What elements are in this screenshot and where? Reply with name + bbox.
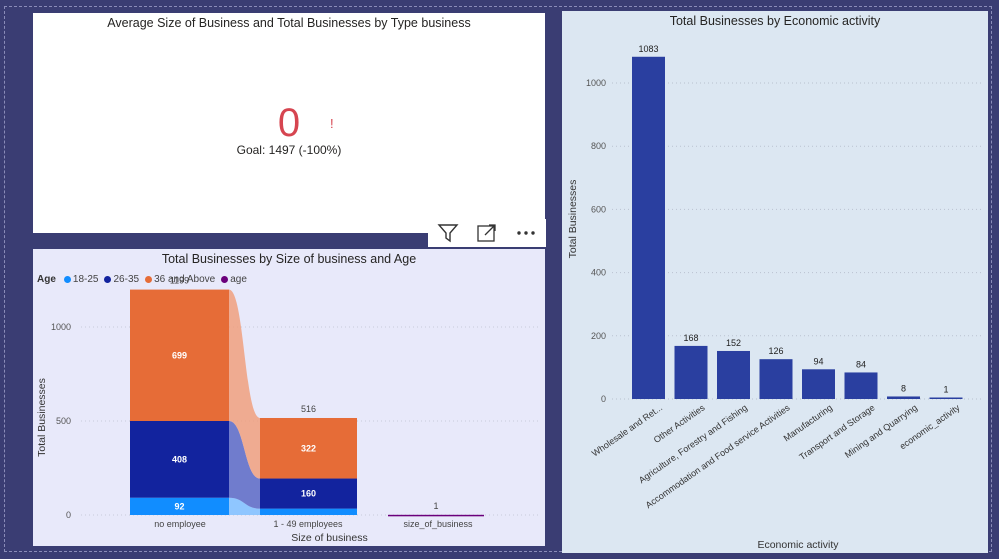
data-label: 126 [768, 346, 783, 356]
legend-dot [145, 276, 153, 283]
legend-dot [104, 276, 112, 283]
y-axis-title: Total Businesses [567, 180, 579, 259]
legend-item-26-35[interactable]: 26-35 [104, 274, 139, 285]
data-label: 1 [943, 385, 948, 395]
x-tick-label: Transport and Storage [797, 402, 876, 462]
ribbon-18-25 [229, 497, 260, 515]
data-label: 92 [174, 501, 184, 511]
x-tick-label: size_of_business [403, 519, 473, 529]
legend-item-36-and-above[interactable]: 36 and Above [145, 274, 215, 285]
ribbon-chart-title: Total Businesses by Size of business and… [161, 252, 417, 266]
bar-chart-title: Total Businesses by Economic activity [669, 14, 881, 28]
ribbon-36-and-above [229, 289, 260, 479]
x-tick-label: Wholesale and Ret... [590, 402, 664, 458]
data-label: 322 [301, 443, 316, 453]
bar-segment-18-25 [130, 497, 229, 515]
y-axis-title: Total Businesses [36, 378, 48, 457]
kpi-value: 0 [277, 101, 301, 145]
y-tick-label: 200 [591, 331, 606, 341]
x-tick-label: 1 - 49 employees [273, 519, 343, 529]
bar [759, 359, 793, 399]
x-tick-label: Mining and Quarrying [843, 402, 919, 460]
data-label: 152 [726, 338, 741, 348]
x-tick-label: no employee [154, 519, 206, 529]
data-label: 94 [813, 356, 823, 366]
bar-chart-visual[interactable]: Total Businesses by Economic activity 0 2… [562, 11, 988, 553]
total-label: 516 [301, 404, 316, 414]
ribbon-chart-visual[interactable]: Total Businesses by Size of business and… [33, 249, 545, 546]
legend-item-18-25[interactable]: 18-25 [63, 274, 99, 285]
y-tick-label: 1000 [51, 322, 71, 332]
data-label: 1083 [638, 44, 658, 54]
ribbon-chart-plot: 0 500 1000 92 408 699 1199 no employee 160 322 516… [36, 276, 538, 544]
legend-dot [63, 276, 71, 283]
legend-label: 26-35 [113, 274, 140, 285]
filter-icon[interactable] [435, 221, 461, 245]
kpi-visual[interactable]: Average Size of Business and Total Busin… [33, 13, 545, 233]
x-axis-title: Economic activity [757, 539, 839, 551]
bar [632, 56, 665, 399]
data-label: 699 [172, 350, 187, 360]
bar [802, 369, 835, 399]
y-tick-label: 0 [66, 510, 71, 520]
data-label: 168 [683, 333, 698, 343]
bar-segment-26-35 [260, 478, 357, 509]
y-tick-label: 600 [591, 204, 606, 214]
y-tick-label: 1000 [586, 78, 606, 88]
bar-chart-plot: 0 200 400 600 800 1000 1083 Wholesale and Ret..… [567, 44, 982, 551]
kpi-title: Average Size of Business and Total Busin… [107, 16, 471, 30]
y-tick-label: 500 [56, 416, 71, 426]
bar-segment-18-25 [260, 508, 357, 515]
bar [717, 350, 750, 399]
bar-segment-26-35 [130, 421, 229, 498]
bar [674, 345, 708, 399]
bar-segment-36-and-above [260, 417, 357, 479]
visual-header-toolbar [428, 219, 546, 247]
y-tick-label: 400 [591, 268, 606, 278]
y-tick-label: 0 [601, 394, 606, 404]
focus-mode-icon[interactable] [474, 221, 500, 245]
legend-label: 36 and Above [154, 274, 216, 285]
data-label: 8 [901, 383, 906, 393]
total-label: 1 [433, 501, 438, 511]
data-label: 84 [856, 359, 866, 369]
bar-segment-36-and-above [130, 289, 229, 421]
ribbon-26-35 [229, 421, 260, 509]
kpi-goal: Goal: 1497 (-100%) [236, 143, 342, 157]
y-tick-label: 800 [591, 141, 606, 151]
bar [844, 372, 878, 399]
legend-label: 18-25 [72, 274, 99, 285]
legend-label: age [230, 274, 247, 285]
data-label: 160 [301, 489, 316, 499]
more-options-icon[interactable] [513, 221, 539, 245]
kpi-indicator: ! [330, 116, 334, 131]
ribbon-legend: Age 18-25 26-35 36 and Above age [37, 274, 247, 285]
x-axis-title: Size of business [291, 532, 367, 544]
legend-item-age[interactable]: age [221, 274, 247, 285]
legend-title: Age [37, 274, 56, 285]
total-label: 1199 [170, 276, 189, 286]
bar [929, 397, 963, 399]
legend-dot [221, 276, 229, 283]
data-label: 408 [172, 454, 187, 464]
bar-segment-age [388, 514, 484, 517]
bar [887, 396, 920, 399]
